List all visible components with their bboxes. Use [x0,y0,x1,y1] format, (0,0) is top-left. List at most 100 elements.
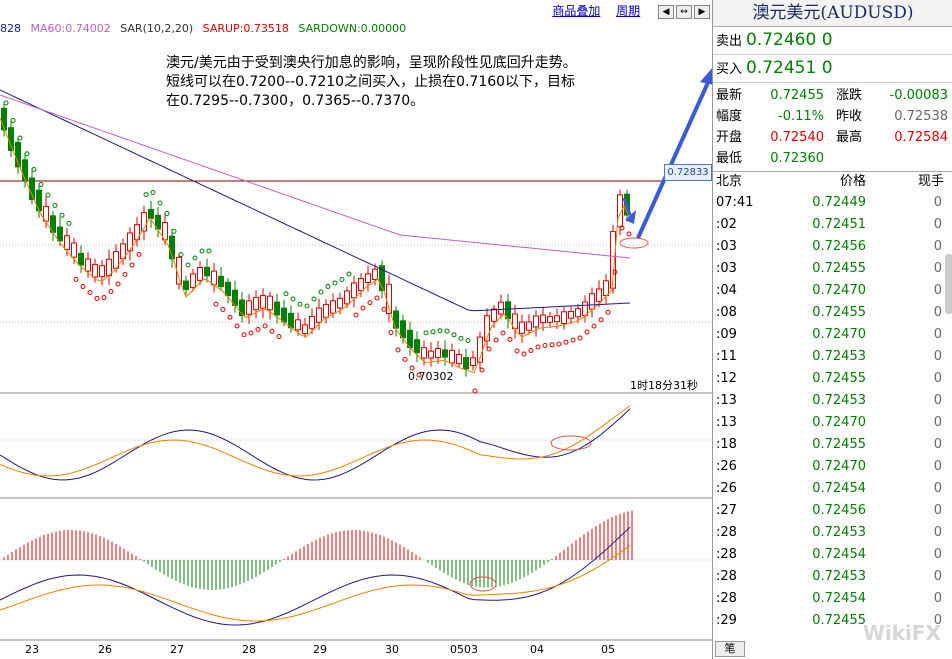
candle [141,205,147,241]
candle [540,306,546,331]
highlight-ellipse-macd [469,576,497,592]
scroll-right-icon[interactable]: ▶ [694,4,710,19]
buy-row[interactable]: 买入 0.72451 0 [713,55,952,83]
tick-qty: 0 [933,393,942,408]
chart-area[interactable]: 828 MA60:0.74002 SAR(10,2,20) SARUP:0.73… [0,0,712,659]
tick-price: 0.72453 [812,349,866,364]
tick-qty: 0 [933,239,942,254]
tick-row: :27 0.72456 0 [713,500,952,522]
sar-dot [31,167,37,172]
candle [204,258,210,283]
tick-row: :13 0.72453 0 [713,390,952,412]
candle [554,308,560,329]
tick-time: :27 [716,503,737,518]
tick-price: 0.72456 [812,503,866,518]
tick-price: 0.72455 [812,371,866,386]
stat-label: 涨跌 [836,88,863,103]
tick-qty: 0 [933,371,942,386]
tick-time: :28 [716,525,737,540]
candle [267,291,273,320]
tick-qty: 0 [933,569,942,584]
stat-label: 开盘 [716,130,743,145]
highlight-ellipse-ind [550,435,592,451]
sar-dot [87,290,93,295]
buy-label: 买入 [716,62,743,77]
tick-qty: 0 [933,591,942,606]
candle [547,311,553,329]
candle [414,331,420,363]
sar-dot [423,330,429,336]
tick-row: :03 0.72456 0 [713,236,952,258]
stat-label: 昨收 [836,109,863,124]
tick-row: :03 0.72455 0 [713,258,952,280]
candle [344,286,350,309]
candle [43,196,49,228]
tick-qty: 0 [933,305,942,320]
sar-dot [521,351,527,357]
stat-label: 幅度 [716,109,743,124]
sar-dot [367,300,373,306]
tick-price: 0.72470 [812,459,866,474]
price-chart[interactable] [0,0,712,659]
scroll-left-icon[interactable]: ◀ [658,4,674,19]
sar-dot [10,118,16,123]
tick-time: :18 [716,437,737,452]
sar-dot [619,225,625,231]
sar-dot [143,192,149,198]
sar-dot [563,339,569,345]
candle [183,275,189,296]
sar-dot [584,329,590,335]
period-link[interactable]: 周期 [616,4,641,18]
tick-row: :28 0.72454 0 [713,588,952,610]
buy-qty: 0 [821,58,833,78]
candle [246,294,252,325]
sar-dot [549,342,555,348]
candle [71,237,77,264]
tick-row: :28 0.72454 0 [713,544,952,566]
bar-countdown: 1时18分31秒 [630,379,698,392]
tick-time: :28 [716,569,737,584]
sar-dot [241,332,247,338]
sar-dot [24,151,30,157]
candle [568,306,574,325]
candle [603,274,609,305]
candle [302,317,308,338]
sar-dot [108,288,114,294]
sar-dot [297,301,303,307]
sar-dot [234,323,240,329]
overlay-link[interactable]: 商品叠加 [552,4,601,18]
sar-dot [248,330,254,336]
sar-dot [570,337,576,343]
candle [211,262,217,293]
sar-dot [66,220,72,226]
sar-dot [73,276,79,282]
ticks-col-price: 价格 [839,174,866,189]
sar-dot [500,330,506,336]
tick-row: :29 0.72455 0 [713,610,952,632]
candle [463,348,469,377]
sar-dot [374,295,380,301]
candle [78,245,84,273]
candle [197,261,203,285]
tick-time: :29 [716,613,737,628]
sar-dot [514,348,520,354]
tick-qty: 0 [933,437,942,452]
candle [561,307,567,330]
sell-qty: 0 [821,30,833,50]
macd-dea-line [0,544,631,622]
tab-ticks[interactable]: 笔 [715,641,745,657]
sar-dot [80,284,86,290]
stat-change: -0.00083 [889,88,948,103]
tick-row: :26 0.72454 0 [713,478,952,500]
tick-time: :28 [716,591,737,606]
tick-time: :13 [716,415,737,430]
sell-row[interactable]: 卖出 0.72460 0 [713,27,952,55]
tick-scrollbar[interactable] [945,254,952,314]
zoom-icon[interactable]: ↔ [676,4,692,19]
tick-time: :03 [716,239,737,254]
highlight-ellipse-main [619,237,649,249]
tick-price: 0.72454 [812,547,866,562]
tick-qty: 0 [933,613,942,628]
tick-list[interactable]: 07:41 0.72449 0:02 0.72451 0:03 0.72456 0:03 0.… [713,192,952,632]
stat-low: 0.72360 [770,151,824,166]
